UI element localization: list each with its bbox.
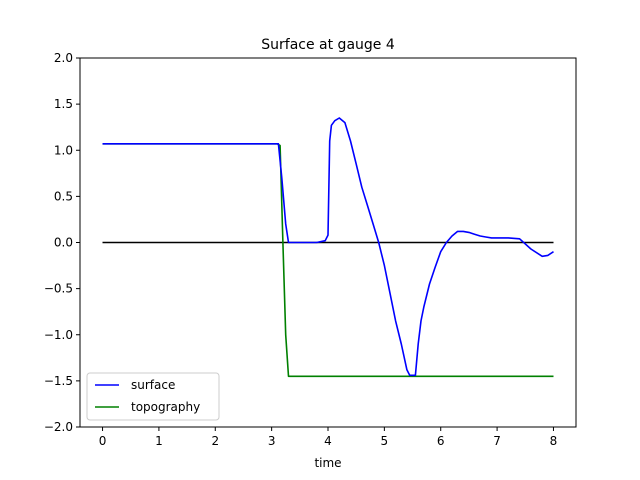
plot-area: 0 1 2 3 4 5 6 7 8 −2.0 −1.5 −1.0 −0.5 0.0 0.5 1.0 1.5 2.0 xyxy=(44,51,577,448)
x-tick-label: 2 xyxy=(211,434,219,448)
legend-label-topography: topography xyxy=(131,400,200,414)
legend-label-surface: surface xyxy=(131,378,175,392)
y-tick-label: 0.5 xyxy=(54,189,73,203)
series-surface-line xyxy=(102,117,554,377)
x-axis-label: time xyxy=(314,456,341,470)
chart-title: Surface at gauge 4 xyxy=(261,37,395,53)
legend-box xyxy=(86,372,220,421)
x-tick-label: 8 xyxy=(550,434,558,448)
x-tick-label: 0 xyxy=(99,434,107,448)
x-tick-label: 6 xyxy=(437,434,445,448)
y-tick-label: 0.0 xyxy=(54,236,73,250)
y-tick-label: 1.5 xyxy=(54,97,73,111)
x-tick-label: 5 xyxy=(381,434,389,448)
x-tick-label: 3 xyxy=(268,434,276,448)
y-tick-label: 2.0 xyxy=(54,51,73,65)
y-tick-label: −0.5 xyxy=(44,282,73,296)
x-tick-label: 7 xyxy=(493,434,501,448)
y-tick-label: 1.0 xyxy=(54,143,73,157)
x-tick-label: 1 xyxy=(155,434,163,448)
y-tick-label: −2.0 xyxy=(44,420,73,434)
y-tick-label: −1.0 xyxy=(44,328,73,342)
series-topography-line xyxy=(102,143,554,378)
y-tick-label: −1.5 xyxy=(44,374,73,388)
legend: surface topography xyxy=(86,372,220,421)
x-tick-label: 4 xyxy=(324,434,332,448)
